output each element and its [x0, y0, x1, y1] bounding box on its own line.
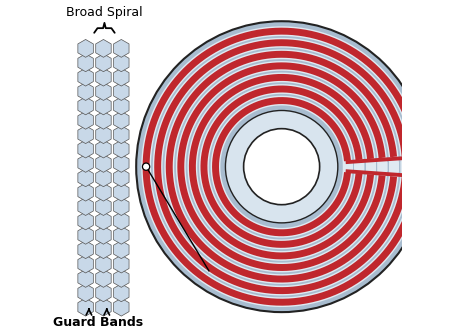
Polygon shape — [96, 241, 111, 259]
Polygon shape — [78, 212, 93, 230]
Polygon shape — [114, 169, 129, 187]
Text: Guard Bands: Guard Bands — [53, 316, 143, 329]
Polygon shape — [78, 284, 93, 302]
Polygon shape — [78, 255, 93, 273]
Polygon shape — [96, 126, 111, 144]
Polygon shape — [96, 255, 111, 273]
Polygon shape — [96, 97, 111, 115]
Circle shape — [244, 129, 319, 205]
Polygon shape — [114, 68, 129, 86]
Polygon shape — [78, 169, 93, 187]
Polygon shape — [78, 241, 93, 259]
Polygon shape — [78, 39, 93, 57]
Polygon shape — [78, 270, 93, 287]
Polygon shape — [96, 82, 111, 101]
Polygon shape — [78, 82, 93, 101]
Polygon shape — [78, 140, 93, 158]
Polygon shape — [96, 54, 111, 72]
Polygon shape — [114, 226, 129, 244]
Polygon shape — [114, 126, 129, 144]
Polygon shape — [114, 198, 129, 215]
Polygon shape — [114, 183, 129, 201]
Polygon shape — [114, 82, 129, 101]
Polygon shape — [96, 226, 111, 244]
Text: Broad Spiral: Broad Spiral — [66, 6, 143, 19]
Polygon shape — [78, 111, 93, 129]
Polygon shape — [96, 169, 111, 187]
Polygon shape — [78, 226, 93, 244]
Polygon shape — [96, 183, 111, 201]
Polygon shape — [114, 284, 129, 302]
Polygon shape — [114, 97, 129, 115]
Polygon shape — [114, 111, 129, 129]
Polygon shape — [114, 255, 129, 273]
Polygon shape — [78, 183, 93, 201]
Polygon shape — [96, 140, 111, 158]
Polygon shape — [96, 212, 111, 230]
Polygon shape — [114, 140, 129, 158]
Polygon shape — [96, 68, 111, 86]
Polygon shape — [78, 298, 93, 316]
Polygon shape — [78, 97, 93, 115]
Polygon shape — [114, 154, 129, 172]
Polygon shape — [78, 68, 93, 86]
Polygon shape — [78, 54, 93, 72]
Polygon shape — [96, 111, 111, 129]
Polygon shape — [114, 39, 129, 57]
Polygon shape — [114, 298, 129, 316]
Polygon shape — [78, 198, 93, 215]
Circle shape — [143, 163, 150, 170]
Polygon shape — [96, 284, 111, 302]
Polygon shape — [96, 198, 111, 215]
Polygon shape — [114, 241, 129, 259]
Polygon shape — [96, 270, 111, 287]
Polygon shape — [78, 154, 93, 172]
Polygon shape — [78, 126, 93, 144]
Polygon shape — [96, 298, 111, 316]
Polygon shape — [114, 270, 129, 287]
Polygon shape — [114, 212, 129, 230]
Polygon shape — [96, 154, 111, 172]
Circle shape — [136, 21, 427, 312]
Polygon shape — [96, 39, 111, 57]
Polygon shape — [114, 54, 129, 72]
Circle shape — [226, 111, 338, 223]
